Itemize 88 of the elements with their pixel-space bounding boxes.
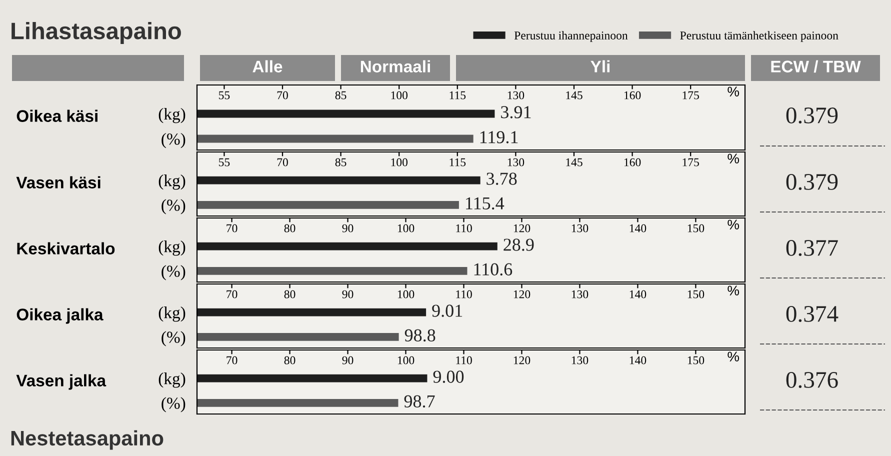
legend-label: Perustuu tämänhetkiseen painoon — [680, 31, 838, 42]
x-axis-title: % — [728, 86, 740, 96]
text: 0.376 — [786, 372, 838, 388]
x-tick-label: 55 — [218, 91, 230, 100]
y-tick-label: (%) — [162, 331, 186, 346]
text: Alle — [252, 60, 282, 72]
x-axis-title: % — [728, 220, 740, 230]
x-tick-label: 90 — [342, 356, 354, 364]
text: 0.379 — [786, 174, 838, 190]
y-tick-label: (%) — [162, 397, 186, 412]
y-axis-title: Oikea käsi — [16, 110, 98, 122]
x-tick-label: 110 — [456, 356, 472, 364]
x-tick-label: 150 — [688, 224, 704, 232]
x-tick-label: 90 — [342, 224, 354, 232]
x-tick-label: 70 — [226, 290, 238, 298]
x-tick-label: 85 — [335, 158, 346, 166]
data-label: 98.8 — [404, 329, 436, 342]
x-tick-label: 150 — [688, 356, 704, 364]
x-tick-label: 100 — [398, 224, 414, 232]
y-axis-title: Vasen käsi — [16, 176, 100, 188]
x-tick-label: 120 — [514, 224, 530, 232]
x-tick-label: 80 — [284, 224, 296, 232]
x-tick-label: 70 — [226, 356, 238, 364]
x-tick-label: 110 — [456, 290, 472, 298]
x-tick-label: 70 — [277, 91, 288, 100]
text: 0.379 — [786, 107, 838, 124]
x-tick-label: 130 — [508, 158, 524, 166]
y-axis-title: Vasen jalka — [16, 374, 106, 390]
x-tick-label: 145 — [566, 91, 582, 100]
x-tick-label: 70 — [277, 158, 288, 166]
x-tick-label: 90 — [342, 290, 354, 298]
x-tick-label: 85 — [335, 91, 346, 100]
annotation: 3.78 — [486, 172, 517, 185]
y-tick-label: (kg) — [158, 306, 186, 322]
annotation: 9.00 — [433, 370, 464, 383]
data-label: 98.7 — [404, 395, 435, 408]
x-tick-label: 120 — [514, 356, 530, 364]
y-axis-title: Oikea jalka — [16, 308, 104, 324]
data-label: 110.6 — [474, 263, 512, 276]
text: 0.374 — [786, 306, 838, 322]
x-tick-label: 110 — [456, 224, 472, 232]
x-tick-label: 100 — [391, 158, 408, 166]
y-tick-label: (kg) — [158, 240, 186, 256]
y-tick-label: (%) — [162, 265, 186, 280]
y-tick-label: (%) — [162, 199, 186, 214]
annotation: 3.91 — [501, 106, 531, 118]
x-tick-label: 55 — [218, 158, 230, 166]
x-tick-label: 140 — [630, 290, 646, 298]
text: Nestetasapaino — [11, 430, 164, 450]
annotation: 9.01 — [432, 304, 462, 317]
x-tick-label: 130 — [572, 356, 588, 364]
y-tick-label: (kg) — [158, 372, 186, 388]
chart-title: Lihastasapaino — [12, 22, 181, 44]
x-tick-label: 175 — [682, 91, 699, 100]
x-tick-label: 100 — [398, 290, 414, 298]
x-axis-title: % — [728, 286, 740, 296]
x-tick-label: 80 — [284, 290, 296, 298]
text: 0.377 — [786, 240, 838, 256]
x-tick-label: 145 — [566, 158, 582, 166]
x-tick-label: 150 — [688, 290, 704, 298]
x-tick-label: 70 — [226, 224, 238, 232]
text: ECW / TBW — [771, 60, 861, 73]
x-tick-label: 130 — [508, 91, 524, 100]
y-tick-label: (%) — [162, 132, 186, 148]
y-axis-title: Keskivartalo — [17, 242, 115, 254]
x-axis-title: % — [728, 154, 740, 164]
annotation: 28.9 — [504, 238, 534, 251]
data-label: 119.1 — [480, 131, 518, 144]
x-tick-label: 160 — [624, 158, 641, 166]
text: Normaali — [360, 60, 430, 72]
x-tick-label: 130 — [572, 290, 588, 298]
y-tick-label: (kg) — [158, 108, 186, 124]
x-tick-label: 140 — [630, 356, 646, 364]
data-label: 115.4 — [466, 197, 504, 210]
x-tick-label: 115 — [450, 91, 466, 100]
x-axis-title: % — [728, 352, 740, 362]
text: Yli — [590, 60, 610, 72]
legend-label: Perustuu ihannepainoon — [514, 31, 628, 42]
x-tick-label: 160 — [624, 91, 641, 100]
x-tick-label: 130 — [572, 224, 588, 232]
y-tick-label: (kg) — [158, 174, 186, 190]
x-tick-label: 175 — [682, 158, 699, 166]
x-tick-label: 80 — [284, 356, 296, 364]
x-tick-label: 140 — [630, 224, 646, 232]
x-tick-label: 120 — [514, 290, 530, 298]
x-tick-label: 115 — [450, 158, 466, 166]
x-tick-label: 100 — [398, 356, 414, 364]
x-tick-label: 100 — [391, 91, 408, 100]
